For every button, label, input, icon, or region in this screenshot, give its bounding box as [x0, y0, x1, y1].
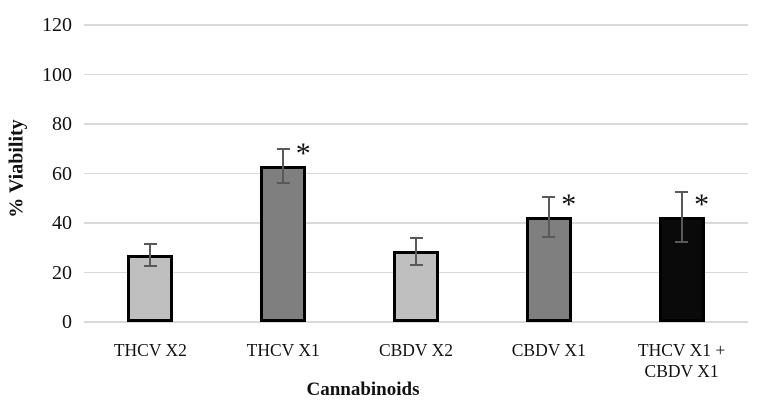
- x-axis-title: Cannabinoids: [306, 379, 420, 400]
- error-bar-cap-bottom-thcv-x1: [276, 182, 290, 185]
- error-bar-cap-top-thcv-x1-cbdv-x1: [675, 191, 689, 194]
- significance-asterisk-cbdv-x1: *: [561, 187, 577, 221]
- gridline-60: [84, 172, 748, 175]
- error-bar-cap-top-thcv-x2: [143, 243, 157, 246]
- error-bar-cap-top-cbdv-x2: [409, 236, 423, 239]
- y-tick-label-80: 80: [52, 113, 72, 135]
- gridline-120: [84, 24, 748, 26]
- error-bar-cap-bottom-cbdv-x1: [542, 235, 556, 238]
- gridline-0: [84, 321, 748, 323]
- gridline-40: [84, 222, 748, 224]
- y-tick-label-60: 60: [52, 162, 72, 185]
- x-tick-label-cbdv-x1: CBDV X1: [511, 340, 586, 360]
- y-tick-label-20: 20: [52, 261, 72, 284]
- x-tick-label-thcv-x1: THCV X1: [246, 340, 320, 360]
- y-tick-label-120: 120: [42, 14, 72, 36]
- x-tick-label-thcv-x2: THCV X2: [113, 340, 187, 360]
- x-tick-label-thcv-x1-cbdv-x1: THCV X1 + CBDV X1: [637, 340, 726, 381]
- error-bar-cap-top-thcv-x1: [276, 147, 290, 150]
- error-bar-line-cbdv-x1: [547, 197, 550, 237]
- y-tick-label-100: 100: [42, 63, 72, 86]
- error-bar-line-cbdv-x2: [415, 237, 417, 266]
- bar-thcv-x1: [260, 166, 307, 322]
- error-bar-cap-bottom-thcv-x2: [143, 265, 157, 268]
- error-bar-line-thcv-x2: [149, 244, 152, 267]
- gridline-80: [84, 123, 748, 125]
- error-bar-cap-bottom-thcv-x1-cbdv-x1: [675, 240, 689, 243]
- error-bar-cap-top-cbdv-x1: [542, 196, 556, 198]
- significance-asterisk-thcv-x1-cbdv-x1: *: [694, 187, 710, 221]
- error-bar-line-thcv-x1-cbdv-x1: [680, 192, 683, 242]
- significance-asterisk-thcv-x1: *: [295, 137, 311, 171]
- y-tick-label-40: 40: [52, 212, 72, 234]
- y-tick-label-0: 0: [62, 311, 72, 333]
- gridline-100: [84, 73, 748, 76]
- bar-cbdv-x1: [525, 216, 572, 322]
- error-bar-line-thcv-x1: [282, 148, 285, 184]
- x-tick-label-cbdv-x2: CBDV X2: [378, 340, 454, 360]
- error-bar-cap-bottom-cbdv-x2: [409, 264, 423, 267]
